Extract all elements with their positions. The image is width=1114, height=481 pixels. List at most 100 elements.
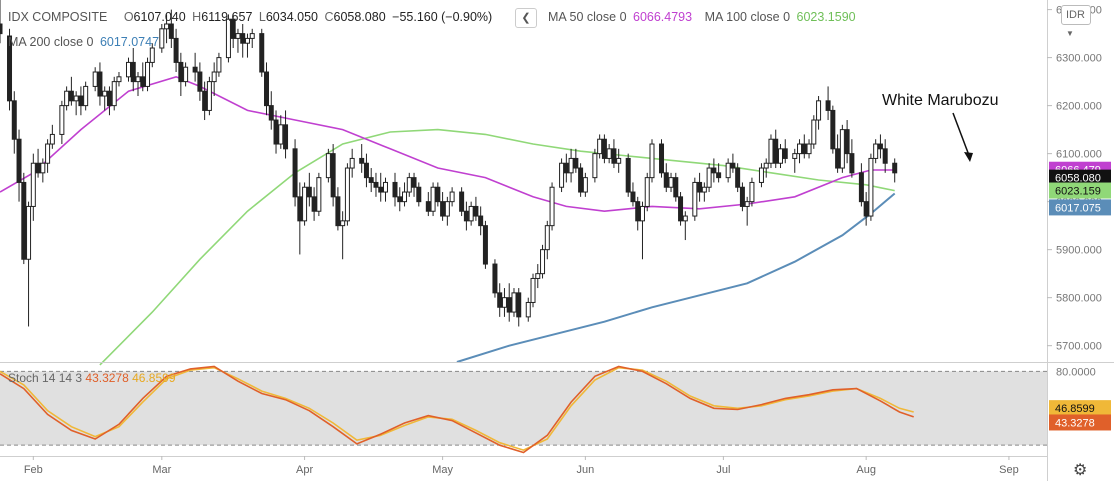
candle-body-down xyxy=(363,162,369,179)
candle xyxy=(777,144,783,169)
candle xyxy=(868,153,874,221)
candle xyxy=(639,201,645,260)
candle-body-up xyxy=(164,23,170,30)
candle xyxy=(611,139,617,169)
candle xyxy=(568,148,574,183)
candle-body-up xyxy=(682,215,688,222)
price-label-bg xyxy=(1049,182,1111,199)
candle-body-down xyxy=(849,153,855,174)
stoch-name: Stoch 14 14 3 xyxy=(8,371,85,385)
candle xyxy=(35,148,41,178)
candle xyxy=(49,124,55,149)
candle-body-down xyxy=(230,18,236,39)
candle xyxy=(382,177,388,202)
candle xyxy=(111,76,117,111)
candle-body-down xyxy=(97,71,103,97)
candle xyxy=(716,163,722,183)
candle-body-up xyxy=(649,143,655,179)
candle xyxy=(711,158,717,183)
candle-body-up xyxy=(125,61,131,78)
candle-body-down xyxy=(373,181,379,188)
candle xyxy=(59,100,65,145)
candle-body-down xyxy=(835,148,841,169)
ma100-line xyxy=(99,128,895,366)
price-label-text: 6058.080 xyxy=(1055,173,1101,185)
candle xyxy=(468,201,474,226)
candle xyxy=(16,129,22,202)
candle-body-down xyxy=(283,124,289,150)
candle-body-up xyxy=(302,186,308,222)
ma100-label: MA 100 close 0 xyxy=(704,10,791,24)
candle-body-up xyxy=(225,18,231,59)
candle-body-down xyxy=(578,167,584,193)
candle-body-up xyxy=(706,167,712,188)
price-label-bg xyxy=(1049,169,1111,186)
candle xyxy=(606,144,612,164)
low-value: 6034.050 xyxy=(265,10,318,24)
candle-body-up xyxy=(64,90,70,107)
candle xyxy=(839,124,845,173)
price-label: 6017.075 xyxy=(1049,199,1111,216)
candle-body-down xyxy=(197,71,203,92)
price-tick-label: 6100.000 xyxy=(1056,149,1102,161)
candle-body-down xyxy=(411,177,417,188)
candle xyxy=(378,172,384,202)
candle-body-down xyxy=(601,138,607,159)
price-label-text: 6017.075 xyxy=(1055,202,1101,214)
candle xyxy=(311,187,317,221)
candle-body-down xyxy=(16,138,22,183)
candle-body-down xyxy=(882,148,888,164)
candle xyxy=(616,148,622,173)
candle-body-down xyxy=(482,225,488,265)
candle-body-down xyxy=(463,210,469,222)
candle-body-up xyxy=(530,277,536,303)
annotation-arrowhead xyxy=(964,152,973,162)
price-label-bg xyxy=(1049,199,1111,216)
candle xyxy=(244,33,250,58)
candle-body-up xyxy=(349,157,355,169)
price-label: 6023.159 xyxy=(1049,182,1111,199)
ma200-label: MA 200 close 0 xyxy=(8,35,94,49)
candle xyxy=(240,24,246,58)
currency-button[interactable]: IDR ▼ xyxy=(1061,5,1091,38)
candle-body-down xyxy=(202,90,208,111)
stoch-band xyxy=(0,371,1047,446)
price-tick-label: 6200.000 xyxy=(1056,101,1102,113)
price-tick-label: 5700.000 xyxy=(1056,341,1102,353)
candle xyxy=(211,62,217,97)
candle xyxy=(216,52,222,77)
candle xyxy=(435,182,441,207)
gear-icon[interactable]: ⚙ xyxy=(1073,462,1088,479)
time-tick-label: Feb xyxy=(24,464,43,476)
candle-body-up xyxy=(382,181,388,193)
candle xyxy=(102,86,108,111)
candle xyxy=(235,28,241,53)
candle-body-down xyxy=(858,172,864,203)
candle-body-up xyxy=(668,177,674,188)
candle-body-down xyxy=(330,153,336,198)
candle-body-up xyxy=(749,181,755,203)
candle xyxy=(292,139,298,207)
candle-body-down xyxy=(7,35,13,102)
candle xyxy=(444,196,450,226)
candle-body-up xyxy=(235,33,241,39)
candle-body-up xyxy=(797,143,803,155)
candle xyxy=(425,192,431,217)
stoch-upper-label: 80.0000 xyxy=(1056,366,1096,378)
candle xyxy=(416,182,422,207)
candle-body-down xyxy=(678,196,684,222)
time-tick-label: Apr xyxy=(296,464,313,476)
candle xyxy=(758,163,764,188)
candle xyxy=(659,139,665,178)
candle xyxy=(678,192,684,226)
candle xyxy=(768,134,774,169)
candle xyxy=(725,158,731,183)
close-value: 6058.080 xyxy=(333,10,386,24)
candle-body-up xyxy=(806,143,812,155)
candle xyxy=(145,57,151,92)
candle xyxy=(506,283,512,322)
candle xyxy=(268,91,274,130)
collapse-legend-button[interactable]: ❮ xyxy=(515,8,537,28)
candle xyxy=(411,172,417,197)
